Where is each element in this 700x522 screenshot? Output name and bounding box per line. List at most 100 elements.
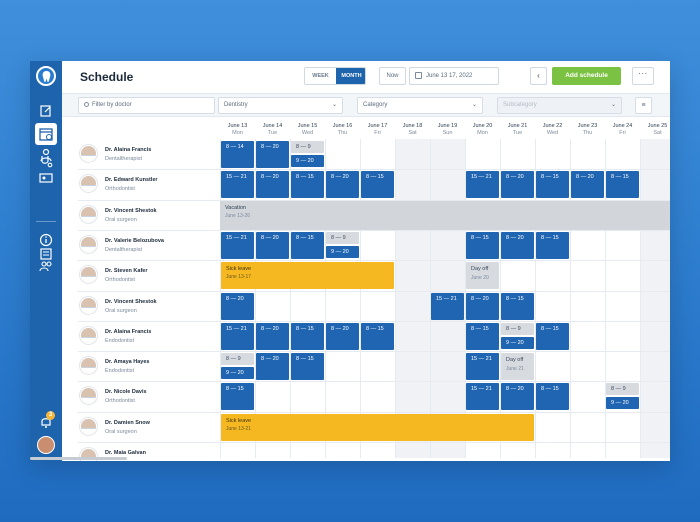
day-date: June 25	[647, 123, 668, 129]
shift-slot[interactable]: 9 — 20	[326, 245, 359, 258]
month-view-button[interactable]: MONTH	[336, 68, 365, 84]
shift-slot[interactable]: 8 — 15	[606, 171, 639, 199]
day-off-slot[interactable]: Day off June 20	[466, 262, 499, 290]
filter-settings-button[interactable]: ≡	[635, 97, 652, 114]
shift-slot[interactable]: 15 — 21	[221, 231, 254, 259]
shift-slot[interactable]: 8 — 20	[256, 231, 289, 259]
chevron-down-icon: ⌄	[610, 102, 616, 108]
schedule-nav-item[interactable]	[35, 123, 57, 145]
day-date: June 16	[332, 123, 353, 129]
day-column	[640, 139, 670, 458]
id-card-icon[interactable]	[39, 171, 53, 185]
doctor-row-header[interactable]: Dr. Damien Snow Oral surgeon	[78, 412, 218, 442]
doctor-row-header[interactable]: Dr. Amaya Hayes Endodontist	[78, 351, 218, 381]
shift-slot[interactable]: 15 — 21	[221, 322, 254, 350]
shift-slot[interactable]: 9 — 20	[501, 336, 534, 349]
sick-leave-block[interactable]: Sick leave June 13-21	[221, 413, 534, 441]
doctor-filter-input[interactable]: Filter by doctor	[78, 97, 215, 114]
shift-slot[interactable]: 8 — 15	[221, 383, 254, 411]
shift-slot[interactable]: 8 — 9	[606, 383, 639, 396]
row-divider	[78, 320, 670, 322]
day-date: June 19	[437, 123, 458, 129]
shift-slot[interactable]: 8 — 15	[466, 322, 499, 350]
shift-slot[interactable]: 8 — 15	[536, 171, 569, 199]
shift-slot[interactable]: 8 — 15	[536, 383, 569, 411]
doctor-row-header[interactable]: Dr. Valerie Belozubova Dentaltherapist	[78, 230, 218, 260]
shift-slot[interactable]: 8 — 20	[326, 322, 359, 350]
category-select[interactable]: Category ⌄	[357, 97, 483, 114]
list-icon[interactable]	[39, 247, 53, 261]
shift-slot[interactable]: 8 — 20	[501, 383, 534, 411]
shift-slot[interactable]: 8 — 15	[291, 231, 324, 259]
doctor-icon[interactable]	[39, 148, 53, 162]
shift-slot[interactable]: 8 — 15	[291, 322, 324, 350]
sick-leave-block[interactable]: Sick leave June 13-17	[221, 262, 394, 290]
sick-leave-dates: June 13-21	[226, 425, 252, 432]
shift-slot[interactable]: 8 — 15	[291, 171, 324, 199]
shift-slot[interactable]: 8 — 20	[256, 141, 289, 168]
vacation-block[interactable]: Vacation June 13-26	[220, 200, 670, 230]
stethoscope-icon[interactable]	[39, 155, 53, 169]
shift-slot[interactable]: 8 — 20	[326, 171, 359, 199]
shift-slot[interactable]: 8 — 14	[221, 141, 254, 168]
shift-slot[interactable]: 8 — 9	[221, 353, 254, 366]
shift-slot[interactable]: 8 — 15	[361, 322, 394, 350]
day-date: June 13	[227, 123, 248, 129]
doctor-row-header[interactable]: Dr. Alaina Francis Dentaltherapist	[78, 139, 218, 169]
prev-button[interactable]: ‹	[530, 67, 547, 85]
user-avatar[interactable]	[37, 436, 55, 454]
edit-icon[interactable]	[39, 104, 53, 118]
shift-slot[interactable]: 15 — 21	[466, 383, 499, 411]
add-schedule-button[interactable]: Add schedule	[552, 67, 621, 85]
shift-slot[interactable]: 8 — 20	[256, 322, 289, 350]
row-divider	[78, 169, 670, 171]
more-menu-button[interactable]: ···	[632, 67, 654, 85]
shift-slot[interactable]: 15 — 21	[221, 171, 254, 199]
day-date: June 20	[472, 123, 493, 129]
subcategory-select[interactable]: Subcategory ⌄	[497, 97, 622, 114]
shift-slot[interactable]: 8 — 15	[466, 231, 499, 259]
shift-slot[interactable]: 8 — 20	[501, 171, 534, 199]
horizontal-scrollbar[interactable]	[30, 457, 127, 460]
users-icon[interactable]	[39, 259, 53, 273]
shift-slot[interactable]: 8 — 20	[256, 353, 289, 381]
shift-slot[interactable]: 8 — 9	[291, 141, 324, 153]
shift-slot[interactable]: 8 — 9	[501, 322, 534, 335]
day-header: June 25 Sat	[640, 123, 670, 137]
doctor-avatar	[80, 235, 97, 253]
shift-slot[interactable]: 9 — 20	[221, 367, 254, 380]
doctor-role: Endodontist	[105, 368, 135, 375]
chevron-down-icon: ⌄	[331, 102, 337, 108]
shift-slot[interactable]: 8 — 20	[466, 292, 499, 320]
shift-slot[interactable]: 8 — 15	[536, 231, 569, 259]
shift-slot[interactable]: 9 — 20	[606, 397, 639, 410]
shift-slot[interactable]: 15 — 21	[431, 292, 464, 320]
dentistry-select[interactable]: Dentistry ⌄	[218, 97, 343, 114]
doctor-row-header[interactable]: Dr. Steven Kafer Orthodontist	[78, 260, 218, 290]
shift-slot[interactable]: 9 — 20	[291, 155, 324, 167]
shift-slot[interactable]: 8 — 15	[501, 292, 534, 320]
app-logo[interactable]	[36, 66, 56, 86]
day-of-week: Wed	[546, 130, 559, 136]
shift-slot[interactable]: 15 — 21	[466, 171, 499, 199]
shift-slot[interactable]: 8 — 20	[501, 231, 534, 259]
shift-slot[interactable]: 8 — 15	[291, 353, 324, 381]
now-button[interactable]: Now	[379, 67, 406, 85]
shift-slot[interactable]: 8 — 20	[221, 292, 254, 320]
info-icon[interactable]	[39, 233, 53, 247]
date-range-picker[interactable]: June 13 17, 2022	[409, 67, 499, 85]
day-off-slot[interactable]: Day off June 21	[501, 353, 534, 381]
doctor-row-header[interactable]: Dr. Edward Kunstler Orthodontist	[78, 169, 218, 199]
shift-slot[interactable]: 8 — 9	[326, 231, 359, 244]
week-view-button[interactable]: WEEK	[312, 73, 329, 79]
doctor-row-header[interactable]: Dr. Vincent Shestok Oral surgeon	[78, 200, 218, 230]
doctor-row-header[interactable]: Dr. Nicole Davis Orthodontist	[78, 381, 218, 411]
doctor-row-header[interactable]: Dr. Alaina Francis Endodontist	[78, 321, 218, 351]
doctor-row-header[interactable]: Dr. Vincent Shestok Oral surgeon	[78, 291, 218, 321]
shift-slot[interactable]: 8 — 20	[256, 171, 289, 199]
shift-slot[interactable]: 15 — 21	[466, 353, 499, 381]
shift-slot[interactable]: 8 — 20	[571, 171, 604, 199]
shift-slot[interactable]: 8 — 15	[361, 171, 394, 199]
day-header: June 24 Fri	[605, 123, 640, 137]
shift-slot[interactable]: 8 — 15	[536, 322, 569, 350]
